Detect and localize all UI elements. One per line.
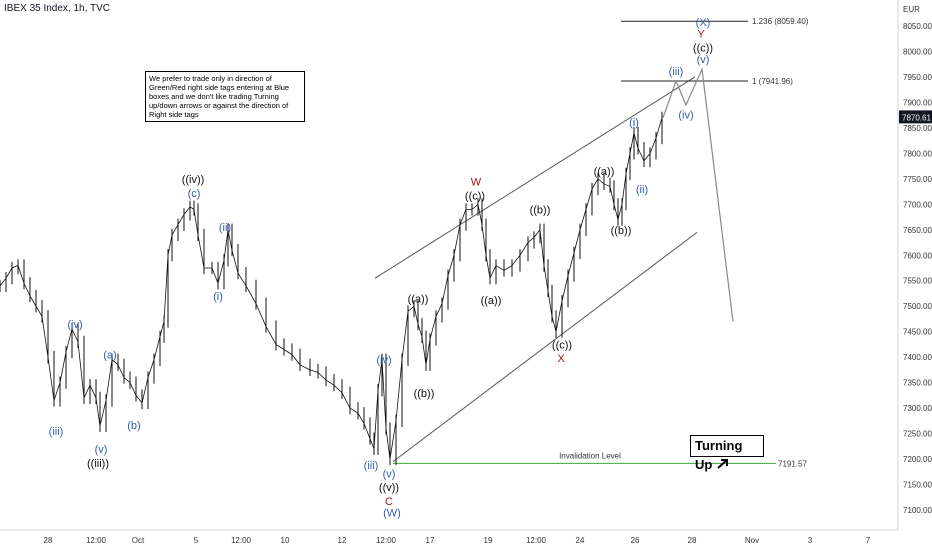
trading-note-box: We prefer to trade only in direction of …	[145, 71, 305, 122]
wave-label: (W)	[383, 508, 401, 520]
wave-label: (v)	[697, 54, 710, 66]
y-tick-label: 7200.00	[903, 455, 932, 464]
price-line	[0, 117, 663, 460]
arrow-up-right-icon	[717, 459, 728, 469]
y-tick-label: 8000.00	[903, 47, 932, 56]
wave-label: (iii)	[669, 66, 684, 78]
y-tick-label: 7150.00	[903, 481, 932, 490]
turning-up-box: Turning Up	[690, 435, 764, 472]
x-tick-label: 24	[576, 536, 585, 545]
wave-label: ((c))	[693, 42, 713, 54]
wave-label: Y	[697, 29, 705, 41]
wave-label: ((a))	[594, 166, 615, 178]
y-tick-label: 7450.00	[903, 328, 932, 337]
wave-label: W	[471, 176, 482, 188]
y-tick-label: 7100.00	[903, 506, 932, 515]
x-tick-label: Nov	[745, 536, 759, 545]
x-tick-label: 26	[631, 536, 640, 545]
y-tick-label: 7950.00	[903, 73, 932, 82]
x-tick-label: 12:00	[231, 536, 252, 545]
x-tick-label: 17	[426, 536, 435, 545]
x-tick-label: 12	[338, 536, 347, 545]
y-tick-label: 7350.00	[903, 379, 932, 388]
wave-label: ((b))	[611, 225, 632, 237]
x-tick-label: 28	[44, 536, 53, 545]
wave-label: (iv)	[376, 355, 391, 367]
channel-line-2	[392, 231, 698, 462]
wave-label: (iii)	[49, 426, 64, 438]
x-tick-label: 12:00	[86, 536, 107, 545]
wave-label: ((iv))	[182, 174, 205, 186]
wave-label: (v)	[383, 468, 396, 480]
turning-up-label: Turning Up	[695, 438, 743, 472]
wave-label: (ii)	[636, 184, 648, 196]
y-tick-label: 7500.00	[903, 302, 932, 311]
x-tick-label: 3	[808, 536, 813, 545]
wave-label: ((b))	[414, 388, 435, 400]
wave-label: ((c))	[465, 191, 485, 203]
x-tick-label: Oct	[132, 536, 145, 545]
y-tick-label: 7550.00	[903, 277, 932, 286]
wave-label: ((a))	[481, 295, 502, 307]
wave-label: (iii)	[364, 460, 379, 472]
x-tick-label: 12:00	[526, 536, 547, 545]
y-tick-label: 7300.00	[903, 404, 932, 413]
invalidation-label: Invalidation Level	[559, 451, 621, 460]
wave-label: ((v))	[379, 482, 399, 494]
y-tick-label: 7600.00	[903, 251, 932, 260]
wave-label: ((c))	[552, 339, 572, 351]
y-tick-label: 8050.00	[903, 22, 932, 31]
y-tick-label: 7650.00	[903, 226, 932, 235]
y-tick-label: 7850.00	[903, 124, 932, 133]
x-tick-label: 12:00	[376, 536, 397, 545]
wave-label: (c)	[188, 188, 201, 200]
y-axis-unit: EUR	[903, 5, 920, 14]
y-tick-label: 7800.00	[903, 149, 932, 158]
x-tick-label: 10	[281, 536, 290, 545]
last-price-label: 7870.61	[902, 113, 931, 122]
channel-line-1	[374, 76, 696, 279]
wave-label: (i)	[213, 291, 223, 303]
wave-label: ((a))	[408, 294, 429, 306]
wave-label: (iv)	[67, 319, 82, 331]
y-tick-label: 7750.00	[903, 175, 932, 184]
wave-label: (a)	[103, 350, 116, 362]
wave-label: C	[385, 496, 393, 508]
wave-label: (ii)	[219, 222, 231, 234]
wave-label: X	[557, 353, 565, 365]
x-tick-label: 19	[484, 536, 493, 545]
fib-level-label-1: 1.236 (8059.40)	[752, 17, 809, 26]
wave-label: ((b))	[530, 204, 551, 216]
invalidation-value-label: 7191.57	[778, 459, 807, 468]
y-tick-label: 7250.00	[903, 430, 932, 439]
wave-label: (i)	[629, 117, 639, 129]
last-price-tag	[899, 110, 932, 124]
wave-label: (iv)	[678, 110, 693, 122]
wave-label: ((iii))	[87, 458, 109, 470]
x-tick-label: 28	[688, 536, 697, 545]
fib-level-label-2: 1 (7941.96)	[752, 77, 793, 86]
wave-label: (b)	[127, 420, 140, 432]
y-tick-label: 7700.00	[903, 200, 932, 209]
x-tick-label: 7	[866, 536, 871, 545]
x-tick-label: 5	[194, 536, 199, 545]
wave-label: (v)	[95, 444, 108, 456]
chart-header-title: IBEX 35 Index, 1h, TVC	[4, 3, 110, 14]
y-tick-label: 7400.00	[903, 353, 932, 362]
projection-path	[662, 67, 734, 322]
y-tick-label: 7900.00	[903, 98, 932, 107]
wave-label: (X)	[696, 17, 711, 29]
